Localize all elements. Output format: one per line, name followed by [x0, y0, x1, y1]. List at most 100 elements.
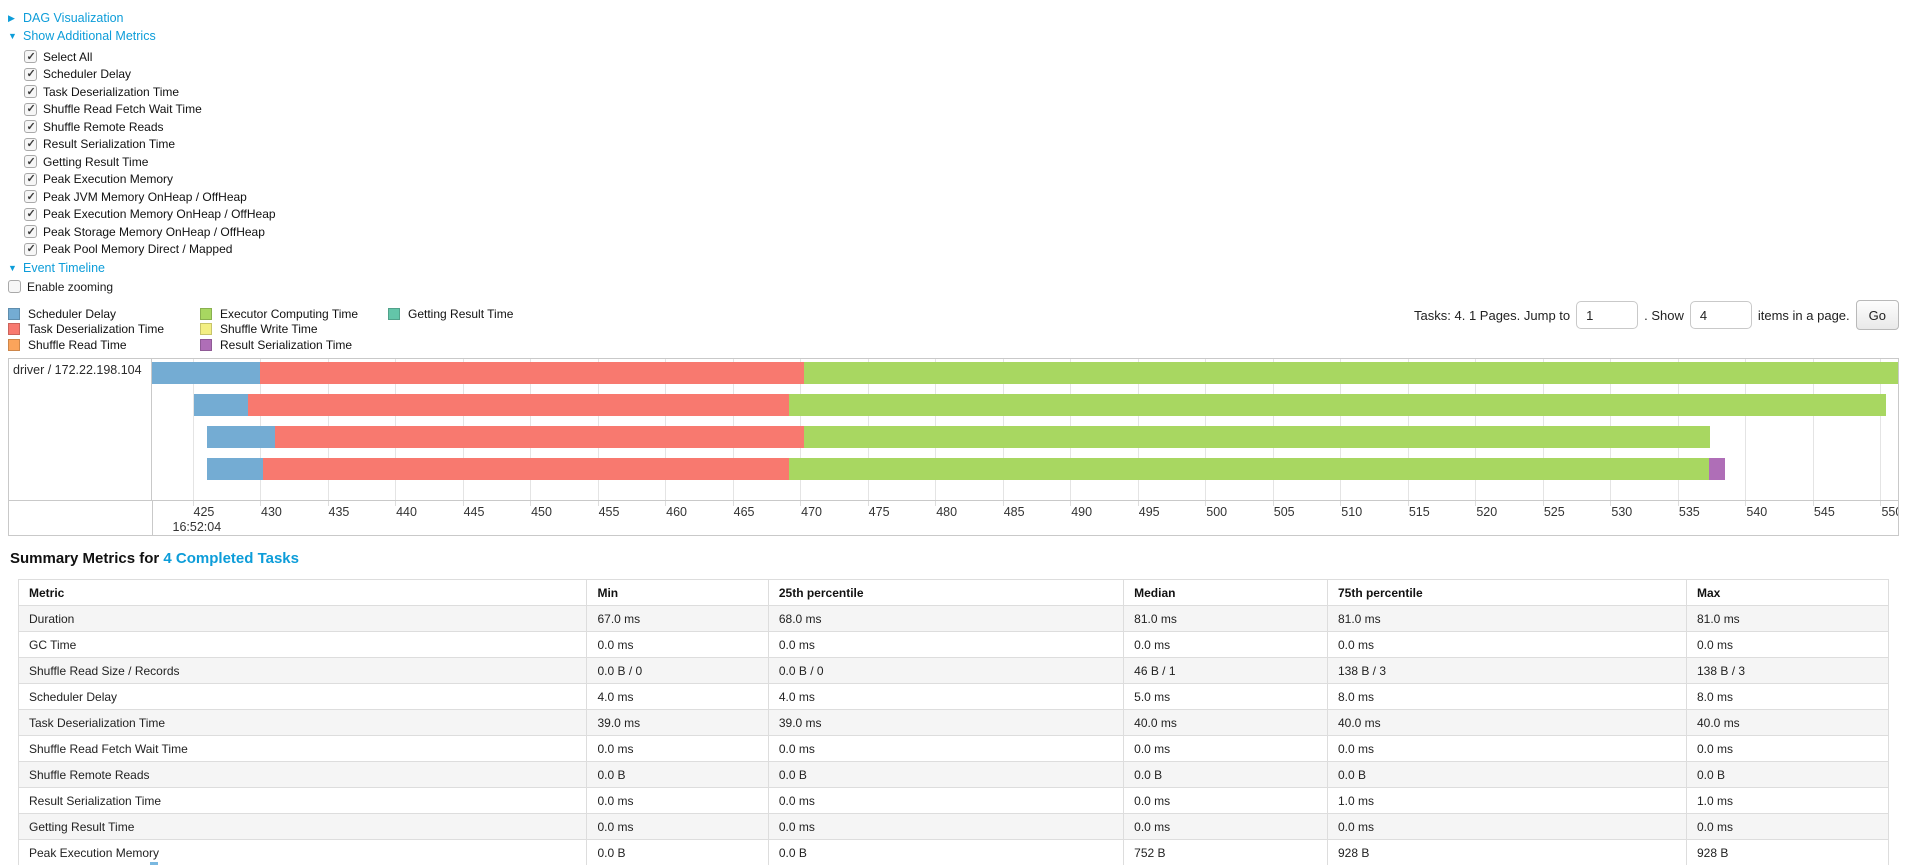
tick-mark	[530, 501, 532, 506]
pagination-suffix-text: items in a page.	[1757, 307, 1850, 323]
checkbox-result-serialization-time[interactable]	[24, 137, 37, 151]
cell-p75: 0.0 ms	[1326, 735, 1688, 762]
task-segment-scheduler_delay[interactable]	[152, 362, 261, 384]
enable-zooming-row[interactable]: Enable zooming	[8, 278, 1899, 295]
checkbox-peak-execution-memory-onheap-offheap[interactable]	[24, 207, 37, 221]
checkbox-getting-result-time[interactable]	[24, 155, 37, 169]
checkbox-label: Select All	[43, 49, 93, 64]
task-segment-scheduler_delay[interactable]	[207, 458, 263, 480]
cell-min: 4.0 ms	[586, 683, 769, 710]
enable-zooming-checkbox[interactable]	[8, 280, 21, 293]
metric-checkbox-getting-result-time[interactable]: Getting Result Time	[24, 153, 1899, 171]
cell-p75: 8.0 ms	[1326, 683, 1688, 710]
legend-item-result-serialization-time: Result Serialization Time	[200, 337, 388, 353]
metric-checkbox-peak-execution-memory-onheap-offheap[interactable]: Peak Execution Memory OnHeap / OffHeap	[24, 206, 1899, 224]
metric-checkbox-peak-pool-memory-direct-mapped[interactable]: Peak Pool Memory Direct / Mapped	[24, 241, 1899, 259]
completed-tasks-link[interactable]: 4 Completed Tasks	[163, 550, 299, 567]
summary-metrics-heading: Summary Metrics for 4 Completed Tasks	[10, 550, 1899, 567]
cell-median: 0.0 ms	[1123, 813, 1328, 840]
checkbox-label: Peak JVM Memory OnHeap / OffHeap	[43, 189, 247, 204]
task-deserialization-time-swatch-icon	[8, 323, 20, 336]
items-per-page-input[interactable]	[1689, 301, 1752, 329]
checkbox-peak-pool-memory-direct-mapped[interactable]	[24, 242, 37, 256]
task-segment-task_deserialization[interactable]	[262, 458, 790, 480]
checkbox-peak-jvm-memory-onheap-offheap[interactable]	[24, 190, 37, 204]
tick-mark	[935, 501, 937, 506]
metric-checkbox-peak-jvm-memory-onheap-offheap[interactable]: Peak JVM Memory OnHeap / OffHeap	[24, 188, 1899, 206]
table-row-result-serialization-time: Result Serialization Time 0.0 ms 0.0 ms 0.0…	[17, 787, 1889, 814]
task-bar-1[interactable]	[152, 394, 1898, 416]
jump-to-page-input[interactable]	[1576, 301, 1639, 329]
clipped-next-section-link[interactable]	[150, 862, 158, 865]
task-segment-executor_computing[interactable]	[789, 394, 1886, 416]
task-segment-executor_computing[interactable]	[804, 426, 1711, 448]
checkbox-peak-execution-memory[interactable]	[24, 172, 37, 186]
axis-tick-label: 475	[868, 505, 890, 519]
getting-result-time-swatch-icon	[388, 307, 400, 320]
task-segment-scheduler_delay[interactable]	[207, 426, 275, 448]
legend-label: Shuffle Read Time	[28, 337, 127, 352]
event-timeline-label[interactable]: Event Timeline	[23, 261, 105, 275]
pagination-summary: Tasks: 4. 1 Pages. Jump to	[1414, 307, 1571, 323]
checkbox-label: Result Serialization Time	[43, 137, 176, 152]
task-segment-task_deserialization[interactable]	[274, 426, 805, 448]
dag-visualization-toggle[interactable]: ▶ DAG Visualization	[8, 10, 1899, 26]
tick-mark	[732, 501, 734, 506]
task-segment-executor_computing[interactable]	[789, 458, 1709, 480]
axis-tick-label: 520	[1476, 505, 1498, 519]
cell-metric: Shuffle Read Fetch Wait Time	[17, 735, 588, 762]
task-segment-scheduler_delay[interactable]	[193, 394, 248, 416]
tick-mark	[1407, 501, 1409, 506]
cell-metric: Shuffle Remote Reads	[17, 761, 588, 788]
table-row-shuffle-read-fetch-wait-time: Shuffle Read Fetch Wait Time 0.0 ms 0.0 ms…	[17, 735, 1889, 762]
task-segment-task_deserialization[interactable]	[260, 362, 805, 384]
task-bar-0[interactable]	[152, 362, 1898, 384]
metric-checkbox-task-deserialization-time[interactable]: Task Deserialization Time	[24, 83, 1899, 101]
metric-checkbox-select-all[interactable]: Select All	[24, 48, 1899, 66]
gridline	[192, 359, 194, 500]
axis-tick-label: 530	[1611, 505, 1633, 519]
legend-item-shuffle-read-time: Shuffle Read Time	[8, 337, 200, 353]
cell-max: 81.0 ms	[1686, 605, 1889, 632]
checkbox-peak-storage-memory-onheap-offheap[interactable]	[24, 225, 37, 239]
dag-visualization-label[interactable]: DAG Visualization	[23, 11, 124, 25]
task-segment-result_serialization[interactable]	[1708, 458, 1726, 480]
cell-max: 0.0 ms	[1686, 631, 1889, 658]
tick-mark	[1880, 501, 1882, 506]
tick-mark	[1272, 501, 1274, 506]
checkbox-select-all[interactable]	[24, 50, 37, 64]
show-additional-metrics-toggle[interactable]: ▼ Show Additional Metrics	[8, 28, 1899, 44]
timeline-x-axis: 425 430 435 440 445 450 455 460 465 470 475 480 485 4…	[9, 500, 1898, 535]
legend-column: Executor Computing Time Shuffle Write Tim…	[200, 306, 388, 353]
executor-label-column: driver / 172.22.198.104	[9, 359, 152, 500]
task-bar-3[interactable]	[152, 458, 1898, 480]
metric-checkbox-shuffle-remote-reads[interactable]: Shuffle Remote Reads	[24, 118, 1899, 136]
event-timeline-chart: driver / 172.22.198.104 425 430 435 440 445 4…	[8, 358, 1899, 536]
column-header-25th-percentile: 25th percentile	[767, 579, 1125, 606]
show-additional-metrics-label[interactable]: Show Additional Metrics	[23, 29, 156, 43]
event-timeline-toggle[interactable]: ▼ Event Timeline	[8, 260, 1899, 276]
task-segment-executor_computing[interactable]	[804, 362, 1898, 384]
axis-tick-label: 465	[733, 505, 755, 519]
metric-checkbox-result-serialization-time[interactable]: Result Serialization Time	[24, 136, 1899, 154]
scheduler-delay-swatch-icon	[8, 307, 20, 320]
task-bar-2[interactable]	[152, 426, 1898, 448]
cell-p75: 928 B	[1326, 839, 1688, 865]
axis-tick-label: 490	[1071, 505, 1093, 519]
legend-item-getting-result-time: Getting Result Time	[388, 306, 513, 322]
metric-checkbox-peak-execution-memory[interactable]: Peak Execution Memory	[24, 171, 1899, 189]
axis-tick-label: 460	[666, 505, 687, 519]
metric-checkbox-peak-storage-memory-onheap-offheap[interactable]: Peak Storage Memory OnHeap / OffHeap	[24, 223, 1899, 241]
go-button[interactable]: Go	[1855, 300, 1899, 330]
axis-tick-label: 450	[531, 505, 552, 519]
table-row-duration: Duration 67.0 ms 68.0 ms 81.0 ms 81.0 ms 81.0…	[17, 605, 1889, 632]
metric-checkbox-shuffle-read-fetch-wait-time[interactable]: Shuffle Read Fetch Wait Time	[24, 101, 1899, 119]
checkbox-task-deserialization-time[interactable]	[24, 85, 37, 99]
axis-tick-label: 505	[1273, 505, 1295, 519]
axis-tick-label: 435	[328, 505, 350, 519]
checkbox-shuffle-remote-reads[interactable]	[24, 120, 37, 134]
task-segment-task_deserialization[interactable]	[247, 394, 790, 416]
metric-checkbox-scheduler-delay[interactable]: Scheduler Delay	[24, 66, 1899, 84]
checkbox-shuffle-read-fetch-wait-time[interactable]	[24, 102, 37, 116]
checkbox-scheduler-delay[interactable]	[24, 67, 37, 81]
